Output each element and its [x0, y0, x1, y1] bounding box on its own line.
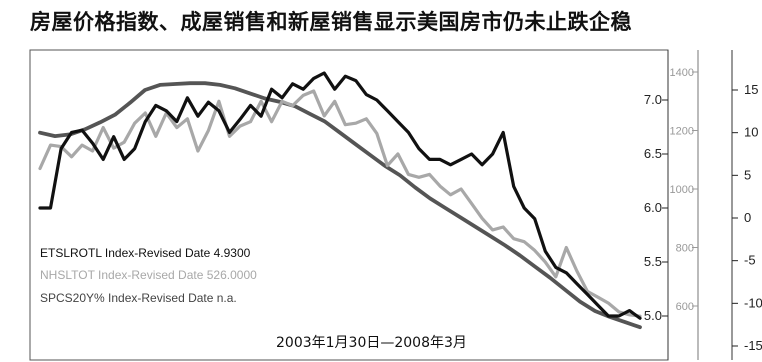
chart-title: 房屋价格指数、成屋销售和新屋销售显示美国房市仍未止跌企稳 — [30, 10, 632, 34]
series-line-3 — [38, 81, 642, 330]
legend: ETSLROTL Index-Revised Date 4.9300 NHSLT… — [40, 246, 257, 305]
ticks-right-tick-label: 0 — [744, 210, 751, 225]
ticks-left-tick-label: 5.5 — [644, 254, 662, 269]
mid-axis-ticks: 1400 1200 1000 800 600 — [670, 67, 698, 313]
ticks-right-tick-label: 15 — [744, 82, 758, 97]
series-line-2 — [38, 89, 642, 318]
ticks-left-tick-label: 7.0 — [644, 92, 662, 107]
plot-frame — [29, 49, 669, 361]
series-line-1 — [38, 71, 642, 320]
ticks-mid-tick-label: 1400 — [670, 67, 694, 79]
ticks-right-tick-label: 5 — [744, 167, 751, 182]
ticks-right-tick-label: -10 — [744, 295, 762, 310]
ticks-right-tick-label: -5 — [744, 253, 756, 268]
ticks-left-tick-label: 6.0 — [644, 200, 662, 215]
ticks-left-tick-label: 5.0 — [644, 308, 662, 323]
legend-entry-1: ETSLROTL Index-Revised Date 4.9300 — [40, 246, 251, 260]
ticks-right-tick-label: -15 — [744, 338, 762, 353]
series-layer — [38, 71, 642, 330]
ticks-right-tick-label: 10 — [744, 125, 758, 140]
left-axis-ticks: 7.0 6.5 6.0 5.5 5.0 — [644, 92, 668, 323]
ticks-mid-tick-label: 800 — [676, 243, 694, 255]
ticks-mid-tick-label: 600 — [676, 301, 694, 313]
ticks-mid-tick-label: 1000 — [670, 184, 694, 196]
ticks-mid-tick-label: 1200 — [670, 126, 694, 138]
legend-entry-2: NHSLTOT Index-Revised Date 526.0000 — [40, 268, 257, 282]
date-range-caption: 2003年1月30日—2008年3月 — [276, 335, 467, 351]
right-axis-ticks: 15 10 5 0 -5 -10 -15 — [732, 82, 762, 353]
legend-entry-3: SPCS20Y% Index-Revised Date n.a. — [40, 291, 237, 305]
ticks-left-tick-label: 6.5 — [644, 146, 662, 161]
